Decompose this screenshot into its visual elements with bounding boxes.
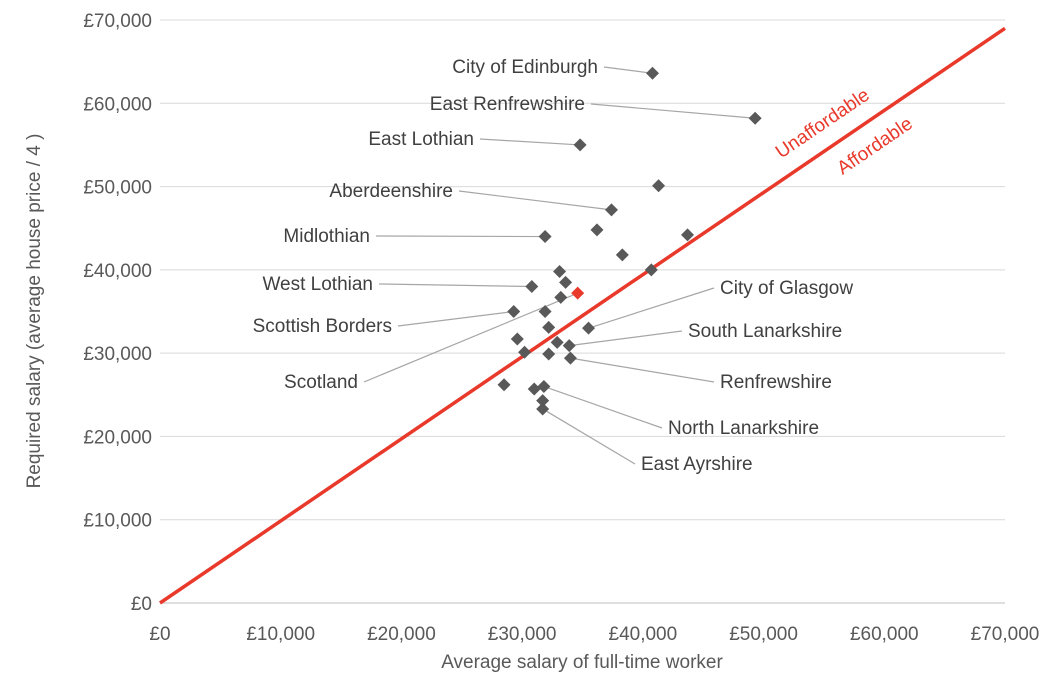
leader-line — [588, 287, 715, 329]
x-tick-label: £40,000 — [609, 624, 678, 645]
data-point — [562, 339, 576, 353]
highlight-point — [571, 286, 585, 300]
data-point — [563, 351, 577, 365]
leader-line — [590, 103, 756, 119]
data-point — [652, 179, 666, 193]
data-point — [497, 378, 511, 392]
x-tick-label: £60,000 — [850, 624, 919, 645]
leader-line — [378, 283, 532, 288]
data-point — [559, 275, 573, 289]
data-point — [518, 345, 532, 359]
y-tick-label: £60,000 — [83, 94, 152, 115]
y-tick-label: £30,000 — [83, 344, 152, 365]
point-labels: City of Edinburgh East Renfrewshire East L… — [253, 57, 854, 475]
point-label: North Lanarkshire — [668, 418, 819, 439]
x-tick-label: £10,000 — [246, 624, 315, 645]
data-point — [554, 290, 568, 304]
y-axis-title: Required salary (average house price / 4… — [24, 134, 45, 489]
y-tick-label: £40,000 — [83, 261, 152, 282]
leader-line — [375, 235, 546, 238]
data-point — [538, 230, 552, 244]
point-label: South Lanarkshire — [688, 321, 842, 342]
point-label: West Lothian — [262, 274, 373, 295]
point-label: City of Edinburgh — [452, 57, 598, 78]
data-point — [542, 320, 556, 334]
x-tick-label: £30,000 — [488, 624, 557, 645]
data-point — [550, 335, 564, 349]
point-label: Midlothian — [283, 226, 370, 247]
leader-lines — [363, 66, 756, 465]
leader-line — [570, 357, 715, 383]
x-tick-label: £70,000 — [971, 624, 1040, 645]
data-point — [537, 379, 551, 393]
leader-line — [543, 385, 663, 429]
data-point — [646, 66, 660, 80]
affordable-label: Affordable — [834, 113, 917, 179]
point-label: Aberdeenshire — [329, 181, 453, 202]
data-points — [497, 66, 762, 416]
point-label: Scottish Borders — [253, 316, 392, 337]
point-label: East Renfrewshire — [430, 94, 585, 115]
data-point — [573, 138, 587, 152]
data-point — [553, 265, 567, 279]
point-label: Renfrewshire — [720, 372, 832, 393]
data-point — [748, 111, 762, 125]
y-tick-label: £70,000 — [83, 11, 152, 32]
point-label: East Lothian — [368, 129, 474, 150]
leader-line — [397, 310, 514, 327]
data-point — [681, 228, 695, 242]
data-point — [542, 347, 556, 361]
data-point — [536, 394, 550, 408]
data-point — [507, 305, 521, 318]
leader-line — [479, 138, 581, 146]
x-tick-label: £20,000 — [367, 624, 436, 645]
data-point — [615, 248, 629, 262]
data-point — [644, 263, 658, 277]
data-point — [527, 382, 541, 396]
leader-line — [569, 330, 683, 347]
data-point — [510, 332, 524, 346]
data-point — [582, 321, 596, 335]
leader-line — [458, 190, 612, 211]
y-tick-label: £50,000 — [83, 178, 152, 199]
point-label: City of Glasgow — [720, 278, 853, 299]
y-tick-label: £0 — [131, 594, 152, 615]
leader-line — [603, 66, 653, 74]
y-tick-label: £10,000 — [83, 511, 152, 532]
affordability-line — [159, 26, 1006, 605]
point-label: East Ayrshire — [641, 454, 753, 475]
leader-line — [542, 408, 636, 465]
x-tick-label: £0 — [149, 624, 170, 645]
data-point — [538, 305, 552, 318]
x-tick-label: £50,000 — [729, 624, 798, 645]
data-point — [590, 223, 604, 237]
x-axis-title: Average salary of full-time worker — [441, 652, 723, 673]
y-tick-label: £20,000 — [83, 427, 152, 448]
data-point — [536, 402, 550, 416]
data-point — [604, 203, 618, 217]
gridlines — [160, 19, 1005, 521]
axes: £0 £10,000 £20,000 £30,000 £40,000 £50,000 £60… — [83, 11, 1039, 645]
leader-line — [363, 292, 578, 383]
data-point — [525, 280, 539, 294]
point-label: Scotland — [284, 372, 358, 393]
